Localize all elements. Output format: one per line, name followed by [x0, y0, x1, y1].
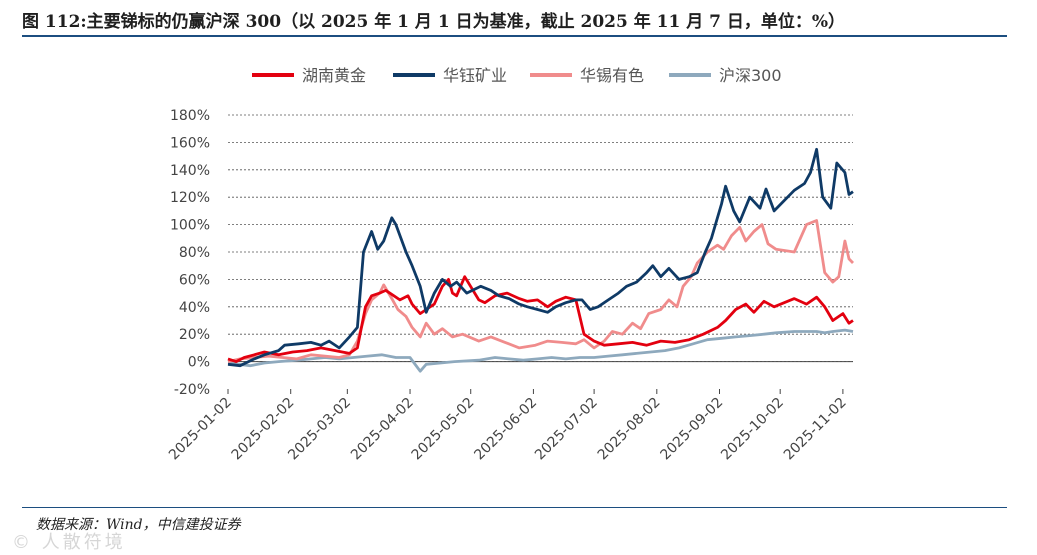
x-axis: 2025-01-022025-02-022025-03-022025-04-02… — [166, 361, 853, 464]
legend-label: 华钰矿业 — [443, 66, 507, 85]
figure-title: 图 112:主要锑标的仍赢沪深 300（以 2025 年 1 月 1 日为基准，… — [22, 12, 846, 32]
y-tick-label: 80% — [179, 245, 210, 261]
gridlines — [228, 114, 853, 363]
y-tick-label: 40% — [179, 300, 210, 316]
source-note: 数据来源：Wind，中信建投证券 — [36, 517, 241, 533]
x-tick-label: 2025-11-02 — [781, 395, 850, 464]
legend-label: 华锡有色 — [580, 66, 644, 85]
y-axis: -20% 0% 20% 40% 60% 80% 100% 120% 140% 160% 180% — [170, 108, 210, 398]
y-tick-label: 120% — [170, 190, 210, 206]
x-tick-label: 2025-01-02 — [166, 395, 235, 464]
legend-label: 沪深300 — [719, 66, 782, 85]
x-tick-label: 2025-05-02 — [409, 395, 478, 464]
series-line-3 — [227, 219, 855, 363]
series-lines — [227, 147, 855, 373]
y-tick-label: 180% — [170, 108, 210, 124]
source-rule — [22, 507, 1007, 508]
series-line-4 — [227, 328, 854, 373]
legend-label: 湖南黄金 — [302, 66, 366, 85]
y-tick-label: 140% — [170, 163, 210, 179]
x-tick-label: 2025-07-02 — [532, 395, 601, 464]
x-tick-label: 2025-04-02 — [348, 395, 417, 464]
x-tick-label: 2025-09-02 — [657, 395, 726, 464]
y-tick-label: 160% — [170, 135, 210, 151]
legend: 湖南黄金 华钰矿业 华锡有色 沪深300 — [252, 66, 782, 85]
x-tick-label: 2025-06-02 — [471, 395, 540, 464]
title-rule — [22, 35, 1007, 37]
series-line-2 — [227, 147, 854, 368]
x-tick-label: 2025-10-02 — [718, 395, 787, 464]
y-tick-label: 20% — [179, 327, 210, 343]
y-tick-label: 60% — [179, 272, 210, 288]
y-tick-label: -20% — [174, 382, 210, 398]
y-tick-label: 100% — [170, 218, 210, 234]
y-tick-label: 0% — [188, 355, 210, 371]
series-line-1 — [227, 275, 854, 364]
watermark: © 人散符境 — [12, 532, 126, 553]
x-tick-label: 2025-08-02 — [595, 395, 664, 464]
